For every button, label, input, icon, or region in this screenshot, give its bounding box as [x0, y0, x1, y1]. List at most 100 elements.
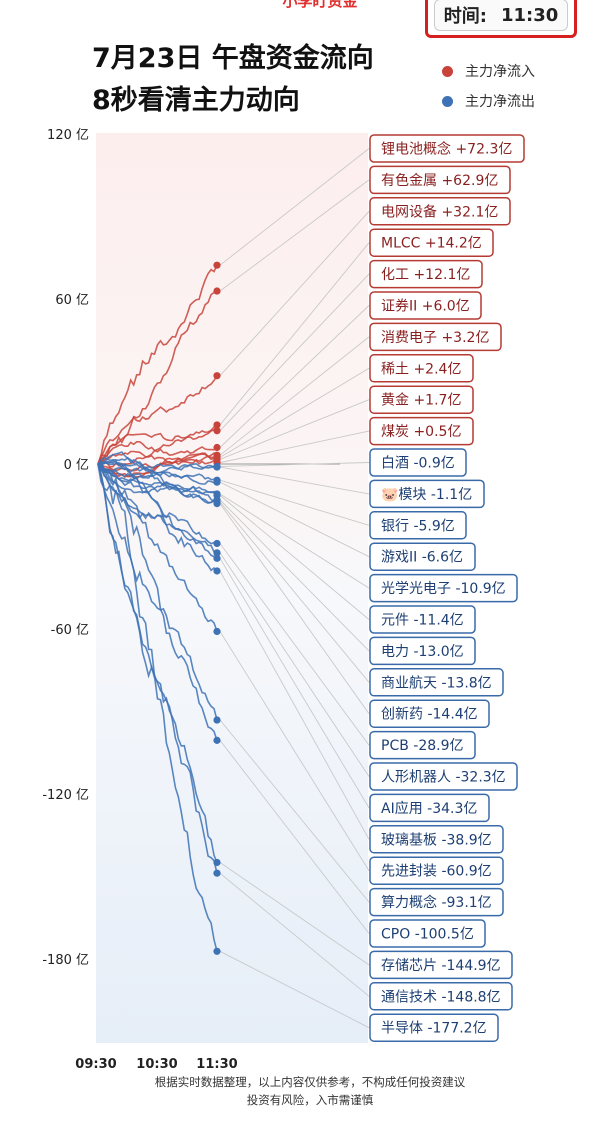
series-line — [97, 451, 218, 505]
series-end-dot — [213, 549, 221, 557]
y-axis: 120 亿 60 亿 0 亿 -60 亿 -120 亿 -180 亿 — [42, 128, 340, 968]
series-label: 游戏II -6.6亿 — [369, 542, 476, 571]
series-label: 证券II +6.0亿 — [369, 291, 482, 320]
series-label-text: 商业航天 -13.8亿 — [381, 675, 492, 691]
series-end-dot — [213, 478, 221, 486]
series-label: 算力概念 -93.1亿 — [369, 887, 504, 917]
series-label-text: 有色金属 +62.9亿 — [381, 172, 498, 189]
series-end-dot — [213, 372, 221, 380]
series-end-dot — [213, 427, 221, 435]
series-label-text: 锂电池概念 +72.3亿 — [381, 141, 512, 158]
title-line-2: 8秒看清主力动向 — [92, 85, 300, 116]
connector-line — [219, 367, 370, 458]
series-label-text: 创新药 -14.4亿 — [381, 707, 478, 723]
time-display: 时间: 11:30 — [434, 0, 568, 31]
series-label: 银行 -5.9亿 — [369, 511, 467, 540]
connector-line — [219, 501, 370, 683]
legend-outflow-label: 主力净流出 — [465, 94, 535, 110]
y-tick-label: 120 亿 — [47, 128, 89, 143]
series-label: 商业航天 -13.8亿 — [369, 668, 504, 697]
series-label-box — [369, 636, 476, 666]
series-label-box — [369, 699, 490, 728]
series-label-box — [369, 825, 504, 854]
series-end-dot — [213, 500, 221, 508]
series-label-box — [369, 982, 513, 1011]
series-label-box — [369, 1013, 499, 1042]
outflow-dot-icon — [442, 95, 453, 107]
series-line — [97, 459, 218, 572]
series-line — [97, 264, 218, 465]
series-end-dot — [213, 261, 221, 269]
series-label-box — [369, 762, 518, 791]
x-tick-label: 11:30 — [196, 1057, 237, 1072]
series-label: 存储芯片 -144.9亿 — [369, 950, 513, 980]
connector-line — [219, 740, 370, 934]
series-end-dot — [213, 627, 221, 636]
y-tick-label: -180 亿 — [42, 953, 89, 968]
series-end-dot — [213, 463, 221, 471]
connector-line — [219, 210, 370, 377]
y-tick-label: 0 亿 — [64, 458, 89, 473]
series-label-box — [369, 511, 467, 540]
connector-line — [219, 495, 370, 620]
series-label: 人形机器人 -32.3亿 — [369, 762, 518, 791]
connector-line — [219, 862, 370, 966]
series-label: 玻璃基板 -38.9亿 — [369, 825, 504, 854]
series-label-text: 玻璃基板 -38.9亿 — [381, 831, 492, 848]
series-label: 煤炭 +0.5亿 — [369, 416, 474, 446]
series-end-dot — [213, 869, 221, 877]
series-label: 锂电池概念 +72.3亿 — [369, 134, 525, 163]
y-tick-label: 60 亿 — [55, 293, 89, 308]
connector-line — [219, 499, 370, 652]
connector-line — [219, 242, 370, 426]
series-label: 消费电子 +3.2亿 — [369, 322, 502, 352]
series-label-box — [369, 354, 474, 383]
series-label-box — [369, 259, 483, 289]
connector-line — [219, 462, 370, 467]
connector-line — [219, 872, 370, 997]
time-value: 11:30 — [500, 4, 559, 26]
series-label-box — [369, 793, 490, 823]
series-label-box — [369, 197, 511, 226]
inflow-dot-icon — [442, 65, 453, 77]
series-label: 半导体 -177.2亿 — [369, 1013, 499, 1042]
series-line — [97, 375, 218, 465]
connector-line — [219, 273, 370, 432]
series-label: 黄金 +1.7亿 — [369, 385, 474, 414]
series-label-text: 元件 -11.4亿 — [381, 613, 464, 629]
series-label-box — [369, 134, 525, 163]
footnote-line-1: 根据实时数据整理，以上内容仅供参考，不构成任何投资建议 — [154, 1075, 466, 1089]
series-label: 有色金属 +62.9亿 — [369, 165, 511, 195]
series-label-text: 通信技术 -148.8亿 — [381, 989, 501, 1005]
connector-line — [219, 719, 370, 903]
series-label: 电网设备 +32.1亿 — [369, 197, 511, 226]
connector-line — [219, 179, 370, 292]
connector-line — [219, 558, 370, 809]
series-label: 创新药 -14.4亿 — [369, 699, 490, 728]
series-label-box — [369, 730, 476, 760]
connector-line — [219, 481, 370, 558]
connector-line — [219, 305, 370, 448]
plot-background — [96, 133, 368, 1043]
series-end-dot — [213, 567, 221, 575]
connector-line — [219, 493, 370, 589]
series-end-dot — [213, 554, 221, 562]
connector-line — [219, 148, 370, 266]
series-label-text: 白酒 -0.9亿 — [381, 456, 455, 472]
series-label-text: 存储芯片 -144.9亿 — [381, 958, 501, 974]
series-label-box — [369, 887, 504, 917]
connector-line — [219, 543, 370, 746]
series-end-dot — [213, 736, 221, 744]
x-tick-label: 10:30 — [136, 1057, 177, 1072]
series-label-text: 光学光电子 -10.9亿 — [381, 581, 506, 597]
series-label-box — [369, 416, 474, 446]
connector-line — [219, 552, 370, 777]
series-label-text: 银行 -5.9亿 — [381, 518, 455, 534]
connector-line — [219, 430, 370, 464]
series-label: 先进封装 -60.9亿 — [369, 856, 504, 885]
series-label-box — [369, 856, 504, 885]
series-label-box — [369, 668, 504, 697]
connector-line — [219, 631, 370, 871]
series-line — [97, 463, 218, 721]
